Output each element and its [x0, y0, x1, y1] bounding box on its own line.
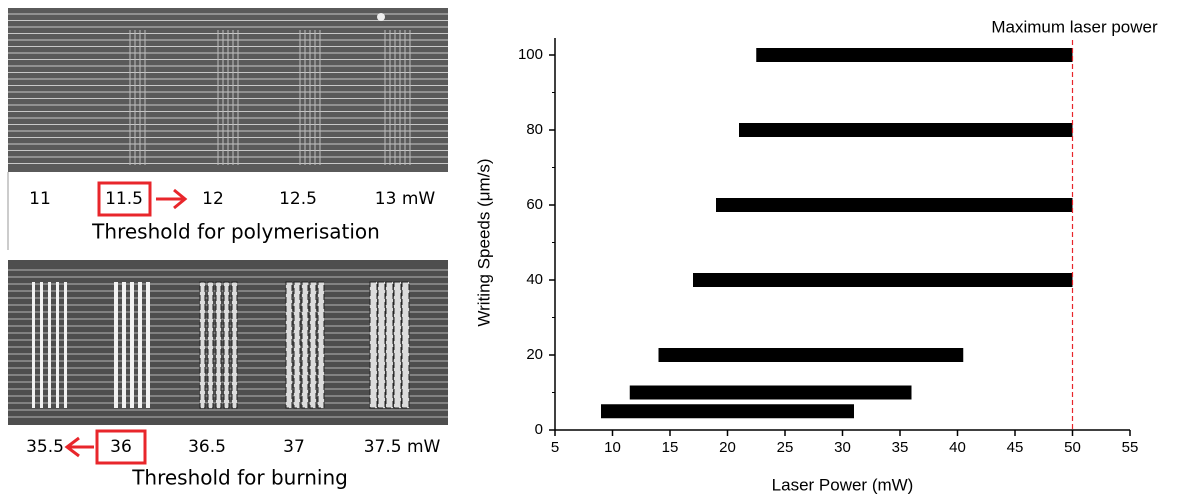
x-tick-label: 10	[604, 439, 621, 456]
y-tick-label: 80	[526, 121, 543, 138]
arrow	[156, 190, 185, 208]
bar	[601, 404, 854, 418]
power-label: 11	[29, 189, 51, 209]
micro-line	[370, 282, 377, 408]
micro-line	[224, 282, 229, 408]
bar	[739, 123, 1073, 137]
arrow	[67, 438, 94, 456]
micro-line	[200, 282, 205, 408]
y-axis-title: Writing Speeds (μm/s)	[474, 158, 493, 326]
micro-line	[302, 282, 308, 408]
micro-line	[318, 282, 324, 408]
chart: 0 20 40 60 80 100 5 10 15 20 25 30 35 40 45 50 55 Maximum…	[474, 17, 1157, 494]
power-label: 12	[202, 189, 224, 209]
power-label: 12.5	[279, 189, 317, 209]
micro-line	[146, 282, 150, 408]
y-tick-label: 0	[535, 421, 543, 438]
micro-line	[40, 282, 43, 408]
bar	[693, 273, 1073, 287]
panel-caption: Threshold for burning	[131, 466, 348, 490]
x-tick-label: 55	[1122, 439, 1139, 456]
micro-line	[56, 282, 59, 408]
x-tick-label: 45	[1007, 439, 1024, 456]
bar	[716, 198, 1073, 212]
y-tick-label: 40	[526, 271, 543, 288]
x-tick-label: 35	[892, 439, 909, 456]
y-tick-label: 100	[518, 46, 543, 63]
micro-dot	[377, 13, 385, 21]
x-tick-label: 40	[949, 439, 966, 456]
y-tick-label: 20	[526, 346, 543, 363]
micro-line	[310, 282, 316, 408]
micro-line	[208, 282, 213, 408]
micro-line	[114, 282, 118, 408]
power-label: 37	[283, 437, 305, 457]
micrograph-burning	[8, 260, 448, 425]
micro-line	[402, 282, 409, 408]
x-axis-title: Laser Power (mW)	[772, 475, 914, 494]
micro-line	[394, 282, 401, 408]
micro-line	[48, 282, 51, 408]
y-tick-label: 60	[526, 196, 543, 213]
power-label: 36.5	[188, 437, 226, 457]
page: {"figure_panels": { "top": {"labels": ["…	[0, 0, 1196, 502]
x-tick-label: 50	[1064, 439, 1081, 456]
micrograph-polymerisation	[8, 8, 448, 172]
x-tick-label: 5	[551, 439, 559, 456]
micro-line	[64, 282, 67, 408]
micro-line	[378, 282, 385, 408]
panel-caption: Threshold for polymerisation	[91, 220, 380, 244]
micro-line	[294, 282, 300, 408]
micro-line	[138, 282, 142, 408]
micro-line	[232, 282, 237, 408]
x-tick-label: 20	[719, 439, 736, 456]
micro-line	[130, 282, 134, 408]
bar	[630, 386, 912, 400]
power-label: 36	[110, 437, 132, 457]
micro-line	[216, 282, 221, 408]
micro-line	[122, 282, 126, 408]
bar	[756, 48, 1072, 62]
annotation: Maximum laser power	[991, 17, 1158, 36]
micro-line	[386, 282, 393, 408]
micro-line	[286, 282, 292, 408]
figure: 11 11.5 12 12.5 13 mW Threshold for poly…	[0, 0, 1196, 497]
micro-line	[32, 282, 35, 408]
power-label: 11.5	[105, 189, 143, 209]
x-tick-label: 30	[834, 439, 851, 456]
bar	[659, 348, 964, 362]
power-label: 35.5	[26, 437, 64, 457]
power-label: 37.5 mW	[364, 437, 441, 457]
x-tick-label: 25	[777, 439, 794, 456]
power-label: 13 mW	[375, 189, 436, 209]
x-tick-label: 15	[662, 439, 679, 456]
